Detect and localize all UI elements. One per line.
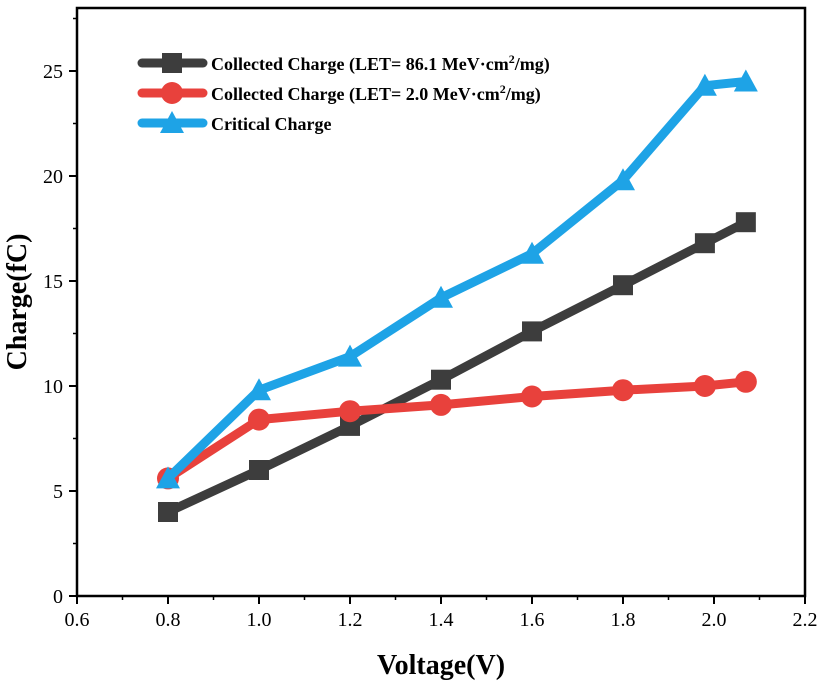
data-point-circle: [248, 408, 270, 431]
series-3: [156, 69, 758, 489]
y-tick-label: 5: [53, 481, 63, 503]
data-point-triangle: [611, 168, 635, 191]
legend-item-1: Collected Charge (LET= 86.1 MeV·cm2/mg): [137, 52, 550, 75]
legend-label: Collected Charge (LET= 86.1 MeV·cm2/mg): [211, 52, 550, 75]
x-tick-label: 2.0: [702, 609, 727, 631]
data-point-circle: [521, 385, 543, 408]
data-point-square: [522, 321, 542, 342]
x-tick-label: 1.4: [429, 609, 454, 631]
legend-item-3: Critical Charge: [137, 111, 331, 134]
y-tick-label: 20: [43, 166, 63, 188]
x-tick-label: 2.2: [793, 609, 818, 631]
data-point-square: [158, 502, 178, 522]
data-point-circle: [734, 370, 757, 393]
data-point-circle: [430, 393, 452, 416]
y-tick-label: 25: [43, 61, 63, 83]
series-1: [158, 212, 756, 522]
series-line: [163, 377, 751, 483]
data-point-triangle: [692, 73, 717, 96]
data-point-triangle: [429, 285, 453, 308]
x-tick-label: 1.6: [520, 609, 545, 631]
legend-marker-triangle: [160, 111, 184, 133]
legend-marker-circle: [161, 82, 183, 104]
legend-label: Collected Charge (LET= 2.0 MeV·cm2/mg): [211, 82, 541, 105]
legend-item-2: Collected Charge (LET= 2.0 MeV·cm2/mg): [137, 82, 541, 105]
data-point-triangle: [247, 378, 271, 401]
data-point-circle: [339, 400, 361, 423]
axes: 0.6 0.8 1.0 1.2 1.4 1.6 1.8 2.0 2.2 0 5 10 15 20 25: [43, 17, 818, 631]
data-point-triangle: [733, 69, 758, 92]
data-point-square: [249, 460, 269, 480]
x-tick-label: 0.6: [65, 609, 90, 631]
y-tick-label: 10: [43, 376, 63, 398]
data-point-circle: [693, 375, 716, 397]
x-tick-label: 1.8: [611, 609, 636, 631]
data-point-square: [613, 275, 633, 296]
x-tick-label: 0.8: [156, 609, 181, 631]
y-axis-title: Charge(fC): [2, 234, 33, 371]
data-point-square: [694, 233, 715, 254]
data-point-circle: [612, 379, 634, 402]
data-point-triangle: [338, 344, 362, 367]
y-tick-label: 0: [53, 586, 63, 608]
data-point-triangle: [520, 241, 544, 264]
data-point-square: [735, 212, 756, 233]
series-line: [163, 217, 751, 517]
x-tick-label: 1.2: [338, 609, 363, 631]
legend-marker-square: [162, 53, 182, 73]
legend: Collected Charge (LET= 86.1 MeV·cm2/mg) C…: [137, 52, 550, 134]
data-point-triangle: [156, 466, 180, 489]
x-tick-label: 1.0: [247, 609, 272, 631]
series-line: [163, 77, 751, 483]
series-2: [157, 370, 757, 490]
data-point-square: [431, 369, 451, 390]
series-group: [156, 69, 758, 522]
y-tick-label: 15: [43, 271, 63, 293]
legend-label: Critical Charge: [211, 114, 331, 134]
x-axis-title: Voltage(V): [377, 650, 505, 681]
